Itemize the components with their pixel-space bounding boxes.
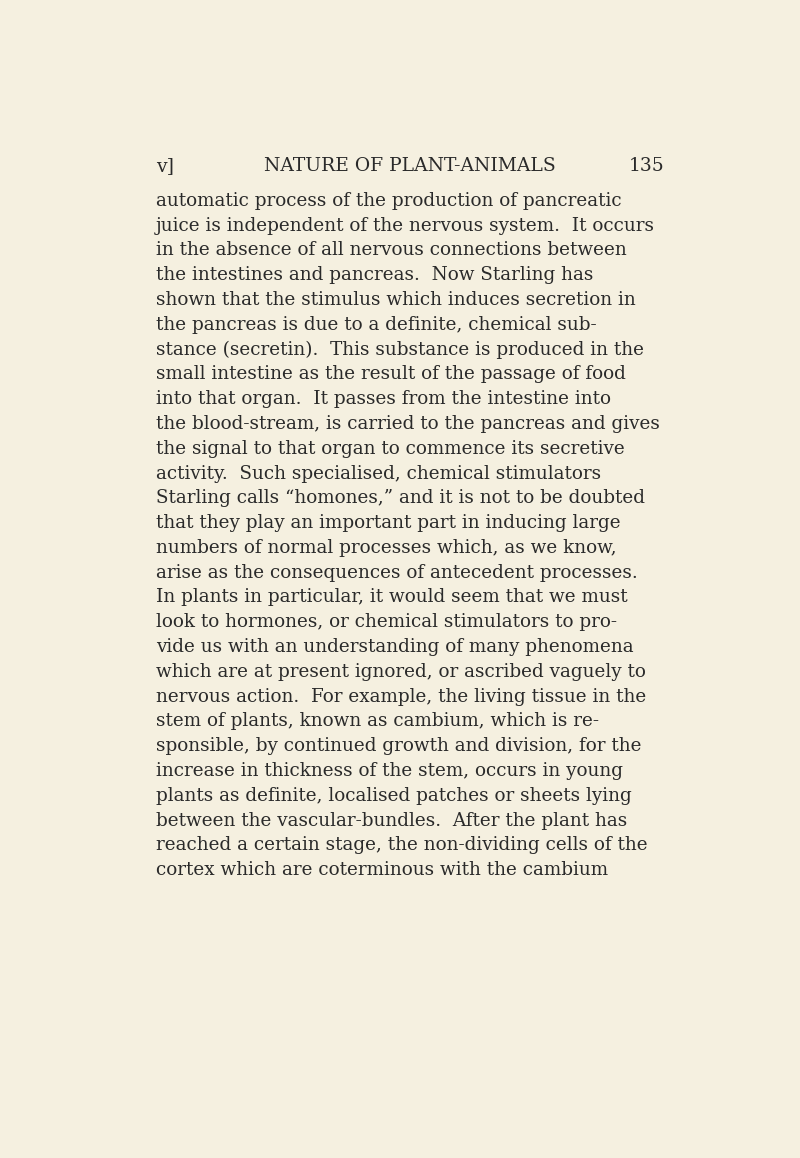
Text: vide us with an understanding of many phenomena: vide us with an understanding of many ph… bbox=[156, 638, 634, 657]
Text: into that organ.  It passes from the intestine into: into that organ. It passes from the inte… bbox=[156, 390, 611, 408]
Text: that they play an important part in inducing large: that they play an important part in indu… bbox=[156, 514, 621, 532]
Text: automatic process of the production of pancreatic: automatic process of the production of p… bbox=[156, 192, 622, 210]
Text: between the vascular-bundles.  After the plant has: between the vascular-bundles. After the … bbox=[156, 812, 627, 829]
Text: sponsible, by continued growth and division, for the: sponsible, by continued growth and divis… bbox=[156, 738, 642, 755]
Text: Starling calls “homones,” and it is not to be doubted: Starling calls “homones,” and it is not … bbox=[156, 490, 645, 507]
Text: shown that the stimulus which induces secretion in: shown that the stimulus which induces se… bbox=[156, 291, 635, 309]
Text: In plants in particular, it would seem that we must: In plants in particular, it would seem t… bbox=[156, 588, 627, 607]
Text: stance (secretin).  This substance is produced in the: stance (secretin). This substance is pro… bbox=[156, 340, 644, 359]
Text: small intestine as the result of the passage of food: small intestine as the result of the pas… bbox=[156, 366, 626, 383]
Text: look to hormones, or chemical stimulators to pro-: look to hormones, or chemical stimulator… bbox=[156, 614, 617, 631]
Text: 135: 135 bbox=[629, 157, 664, 175]
Text: juice is independent of the nervous system.  It occurs: juice is independent of the nervous syst… bbox=[156, 217, 654, 235]
Text: the signal to that organ to commence its secretive: the signal to that organ to commence its… bbox=[156, 440, 625, 457]
Text: v]: v] bbox=[156, 157, 174, 175]
Text: the blood-stream, is carried to the pancreas and gives: the blood-stream, is carried to the panc… bbox=[156, 415, 660, 433]
Text: the pancreas is due to a definite, chemical sub-: the pancreas is due to a definite, chemi… bbox=[156, 316, 597, 334]
Text: activity.  Such specialised, chemical stimulators: activity. Such specialised, chemical sti… bbox=[156, 464, 601, 483]
Text: in the absence of all nervous connections between: in the absence of all nervous connection… bbox=[156, 241, 626, 259]
Text: nervous action.  For example, the living tissue in the: nervous action. For example, the living … bbox=[156, 688, 646, 705]
Text: numbers of normal processes which, as we know,: numbers of normal processes which, as we… bbox=[156, 538, 617, 557]
Text: cortex which are coterminous with the cambium: cortex which are coterminous with the ca… bbox=[156, 862, 608, 879]
Text: NATURE OF PLANT-ANIMALS: NATURE OF PLANT-ANIMALS bbox=[264, 157, 556, 175]
Text: which are at present ignored, or ascribed vaguely to: which are at present ignored, or ascribe… bbox=[156, 662, 646, 681]
Text: stem of plants, known as cambium, which is re-: stem of plants, known as cambium, which … bbox=[156, 712, 598, 731]
Text: arise as the consequences of antecedent processes.: arise as the consequences of antecedent … bbox=[156, 564, 638, 581]
Text: reached a certain stage, the non-dividing cells of the: reached a certain stage, the non-dividin… bbox=[156, 836, 647, 855]
Text: plants as definite, localised patches or sheets lying: plants as definite, localised patches or… bbox=[156, 786, 631, 805]
Text: the intestines and pancreas.  Now Starling has: the intestines and pancreas. Now Starlin… bbox=[156, 266, 593, 284]
Text: increase in thickness of the stem, occurs in young: increase in thickness of the stem, occur… bbox=[156, 762, 622, 780]
